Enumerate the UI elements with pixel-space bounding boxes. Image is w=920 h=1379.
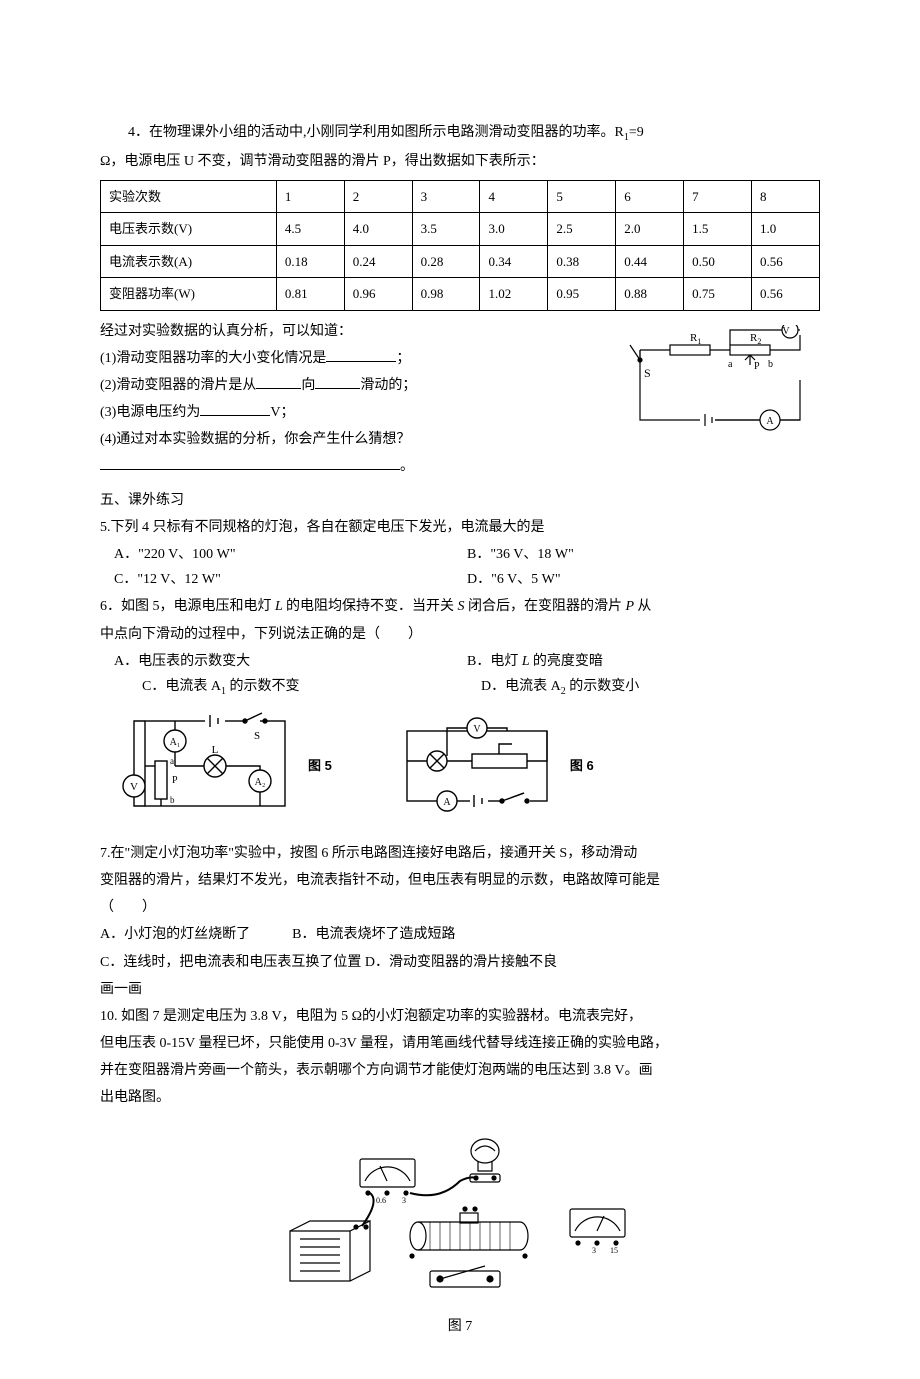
fig5-circuit: A₁ A₂ V L S a b P [120, 711, 300, 821]
svg-text:15: 15 [610, 1246, 618, 1255]
fig5-s: S [254, 730, 260, 742]
fig6-circuit: V A [392, 716, 562, 816]
fig5-v: V [130, 781, 138, 793]
label-r2: R2 [750, 332, 761, 346]
q4-stem: 4．在物理课外小组的活动中,小刚同学利用如图所示电路测滑动变阻器的功率。R1=9 [100, 120, 820, 147]
q6-optA: A．电压表的示数变大 [100, 649, 467, 674]
fig6-a: A [443, 797, 451, 808]
svg-text:3: 3 [402, 1196, 406, 1205]
q4-circuit-diagram: R1 R2 a b P S V A [620, 325, 820, 435]
q5-optB: B．"36 V、18 W" [467, 542, 820, 567]
q7-line1: 7.在"测定小灯泡功率"实验中，按图 6 所示电路图连接好电路后，接通开关 S，… [100, 841, 820, 866]
q5-optD: D．"6 V、5 W" [467, 567, 820, 592]
q7-line3: （ ） [100, 895, 820, 920]
th-a: 电流表示数(A) [101, 245, 277, 277]
q6-stem: 6．如图 5，电源电压和电灯 L 的电阻均保持不变．当开关 S 闭合后，在变阻器… [100, 594, 820, 619]
fig7-label: 图 7 [100, 1314, 820, 1339]
fig6-v: V [473, 724, 481, 735]
blank[interactable] [326, 347, 396, 362]
label-r1: R1 [690, 332, 701, 346]
q4-table: 实验次数 1 2 3 4 5 6 7 8 电压表示数(V) 4.5 4.0 3.… [100, 180, 820, 311]
th-v: 电压表示数(V) [101, 213, 277, 245]
q10-line2: 但电压表 0-15V 量程已坏，只能使用 0-3V 量程，请用笔画线代替导线连接… [100, 1031, 820, 1056]
q4-stem-a2: =9 [629, 125, 644, 140]
q10-line4: 出电路图。 [100, 1085, 820, 1110]
table-row: 电流表示数(A) 0.18 0.24 0.28 0.34 0.38 0.44 0… [101, 245, 820, 277]
fig5-l: L [212, 744, 219, 756]
svg-text:3: 3 [592, 1246, 596, 1255]
blank[interactable] [256, 374, 301, 389]
fig5-a: a [170, 756, 174, 766]
blank[interactable] [100, 455, 400, 470]
label-amm: A [766, 416, 774, 427]
q4-stem-a: 4．在物理课外小组的活动中,小刚同学利用如图所示电路测滑动变阻器的功率。R [128, 125, 624, 140]
fig5-a2: A₂ [255, 777, 266, 788]
fig5-label: 图 5 [308, 754, 332, 777]
fig5-p: P [172, 775, 178, 786]
fig5-a1: A₁ [170, 737, 181, 748]
th-exp: 实验次数 [101, 180, 277, 212]
label-v: V [782, 326, 790, 337]
table-row: 变阻器功率(W) 0.81 0.96 0.98 1.02 0.95 0.88 0… [101, 278, 820, 310]
q10-line3: 并在变阻器滑片旁画一个箭头，表示朝哪个方向调节才能使灯泡两端的电压达到 3.8 … [100, 1058, 820, 1083]
label-p: P [754, 361, 760, 372]
q6-optD: D．电流表 A2 的示数变小 [481, 674, 820, 701]
th-p: 变阻器功率(W) [101, 278, 277, 310]
fig7-diagram: 0.6 3 [280, 1131, 640, 1301]
q5-optA: A．"220 V、100 W" [100, 542, 467, 567]
fig6-label: 图 6 [570, 754, 594, 777]
label-s: S [644, 366, 651, 380]
hua: 画一画 [100, 977, 820, 1002]
q7-line2: 变阻器的滑片，结果灯不发光，电流表指针不动，但电压表有明显的示数，电路故障可能是 [100, 868, 820, 893]
blank[interactable] [315, 374, 360, 389]
blank[interactable] [200, 401, 270, 416]
q4-stem-b: Ω，电源电压 U 不变，调节滑动变阻器的滑片 P，得出数据如下表所示： [100, 149, 820, 174]
q7-optCD: C．连线时，把电流表和电压表互换了位置 D．滑动变阻器的滑片接触不良 [100, 950, 820, 975]
q6-line2: 中点向下滑动的过程中，下列说法正确的是（ ） [100, 622, 820, 647]
q5-stem: 5.下列 4 只标有不同规格的灯泡，各自在额定电压下发光，电流最大的是 [100, 515, 820, 540]
q6-optB: B．电灯 L 的亮度变暗 [467, 649, 820, 674]
q10-line1: 10. 如图 7 是测定电压为 3.8 V，电阻为 5 Ω的小灯泡额定功率的实验… [100, 1004, 820, 1029]
q4-item4-blank: 。 [100, 454, 820, 479]
label-b: b [768, 359, 773, 370]
svg-text:0.6: 0.6 [376, 1196, 386, 1205]
section5-title: 五、课外练习 [100, 488, 820, 513]
table-row: 实验次数 1 2 3 4 5 6 7 8 [101, 180, 820, 212]
fig5-b: b [170, 795, 175, 805]
q6-optC: C．电流表 A1 的示数不变 [100, 674, 481, 701]
q7-optAB: A．小灯泡的灯丝烧断了 B．电流表烧坏了造成短路 [100, 922, 820, 947]
label-a: a [728, 359, 733, 370]
q5-optC: C．"12 V、12 W" [100, 567, 467, 592]
table-row: 电压表示数(V) 4.5 4.0 3.5 3.0 2.5 2.0 1.5 1.0 [101, 213, 820, 245]
